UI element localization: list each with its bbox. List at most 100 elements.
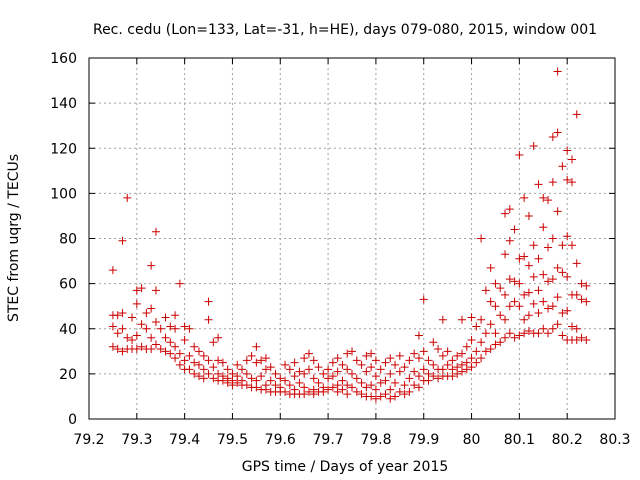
data-point bbox=[572, 336, 581, 345]
data-point bbox=[472, 347, 481, 356]
data-point bbox=[233, 360, 242, 369]
data-point bbox=[199, 374, 208, 383]
data-point bbox=[534, 254, 543, 263]
data-point bbox=[462, 365, 471, 374]
data-point bbox=[419, 295, 428, 304]
data-point bbox=[472, 322, 481, 331]
data-point bbox=[429, 338, 438, 347]
data-point bbox=[204, 297, 213, 306]
data-point bbox=[175, 360, 184, 369]
data-point bbox=[515, 331, 524, 340]
data-point bbox=[180, 322, 189, 331]
data-point bbox=[496, 284, 505, 293]
data-point bbox=[147, 333, 156, 342]
data-point bbox=[400, 390, 409, 399]
data-point bbox=[558, 268, 567, 277]
data-point bbox=[261, 354, 270, 363]
y-tick-label: 0 bbox=[68, 412, 77, 428]
data-point bbox=[324, 365, 333, 374]
data-point bbox=[501, 290, 510, 299]
data-point bbox=[563, 306, 572, 315]
data-point bbox=[381, 358, 390, 367]
data-point bbox=[391, 360, 400, 369]
data-point bbox=[108, 342, 117, 351]
data-point bbox=[371, 356, 380, 365]
data-point bbox=[481, 347, 490, 356]
y-tick-labels: 0 20 40 60 80 100 120 140 160 bbox=[50, 51, 77, 428]
data-point bbox=[271, 369, 280, 378]
data-point bbox=[438, 365, 447, 374]
data-point bbox=[563, 146, 572, 155]
data-point bbox=[238, 365, 247, 374]
data-point bbox=[142, 324, 151, 333]
data-point bbox=[343, 390, 352, 399]
data-point bbox=[529, 141, 538, 150]
y-axis-label: STEC from uqrg / TECUs bbox=[6, 154, 22, 322]
data-point bbox=[194, 360, 203, 369]
data-point bbox=[467, 354, 476, 363]
data-point bbox=[371, 372, 380, 381]
data-point bbox=[534, 180, 543, 189]
data-point bbox=[348, 347, 356, 356]
data-point bbox=[548, 178, 557, 187]
data-point bbox=[462, 358, 471, 367]
data-point bbox=[367, 363, 376, 372]
data-point bbox=[529, 299, 538, 308]
data-point bbox=[524, 261, 533, 270]
data-point bbox=[285, 381, 294, 390]
data-point bbox=[266, 376, 275, 385]
data-point bbox=[362, 383, 371, 392]
data-point bbox=[577, 279, 586, 288]
data-point bbox=[577, 333, 586, 342]
data-point bbox=[553, 263, 562, 272]
data-point bbox=[443, 360, 452, 369]
data-point bbox=[443, 347, 452, 356]
data-point bbox=[261, 385, 270, 394]
data-point bbox=[553, 320, 562, 329]
data-point bbox=[194, 347, 203, 356]
data-point bbox=[510, 297, 519, 306]
data-point bbox=[108, 266, 117, 275]
data-point bbox=[429, 360, 438, 369]
data-point bbox=[113, 345, 122, 354]
data-point bbox=[577, 295, 586, 304]
data-point bbox=[161, 333, 170, 342]
y-tick-label: 120 bbox=[50, 141, 77, 157]
data-point bbox=[151, 286, 160, 295]
data-point bbox=[524, 327, 533, 336]
data-point bbox=[491, 279, 500, 288]
data-point bbox=[209, 363, 218, 372]
data-point bbox=[582, 336, 591, 345]
data-point bbox=[424, 369, 433, 378]
x-tick-label: 80.1 bbox=[504, 432, 535, 448]
data-point bbox=[505, 275, 514, 284]
data-point bbox=[477, 315, 486, 324]
data-point bbox=[386, 369, 395, 378]
data-point bbox=[190, 358, 199, 367]
data-point bbox=[520, 193, 529, 202]
data-point bbox=[539, 324, 548, 333]
data-point bbox=[567, 322, 576, 331]
data-point bbox=[242, 356, 251, 365]
data-point bbox=[352, 374, 361, 383]
data-point bbox=[558, 331, 567, 340]
data-point bbox=[128, 313, 137, 322]
data-point bbox=[457, 315, 466, 324]
data-point bbox=[448, 365, 457, 374]
data-point bbox=[132, 331, 141, 340]
data-point bbox=[171, 311, 180, 320]
data-point bbox=[467, 313, 476, 322]
data-point bbox=[218, 358, 227, 367]
data-point bbox=[410, 381, 419, 390]
data-point bbox=[151, 317, 160, 326]
data-point bbox=[199, 351, 208, 360]
data-point bbox=[386, 385, 395, 394]
y-tick-label: 160 bbox=[50, 51, 77, 67]
data-point bbox=[438, 315, 447, 324]
data-point bbox=[156, 324, 165, 333]
data-point bbox=[410, 349, 419, 358]
data-point bbox=[505, 205, 514, 214]
data-point bbox=[558, 308, 567, 317]
data-point bbox=[108, 322, 117, 331]
data-point bbox=[190, 342, 199, 351]
